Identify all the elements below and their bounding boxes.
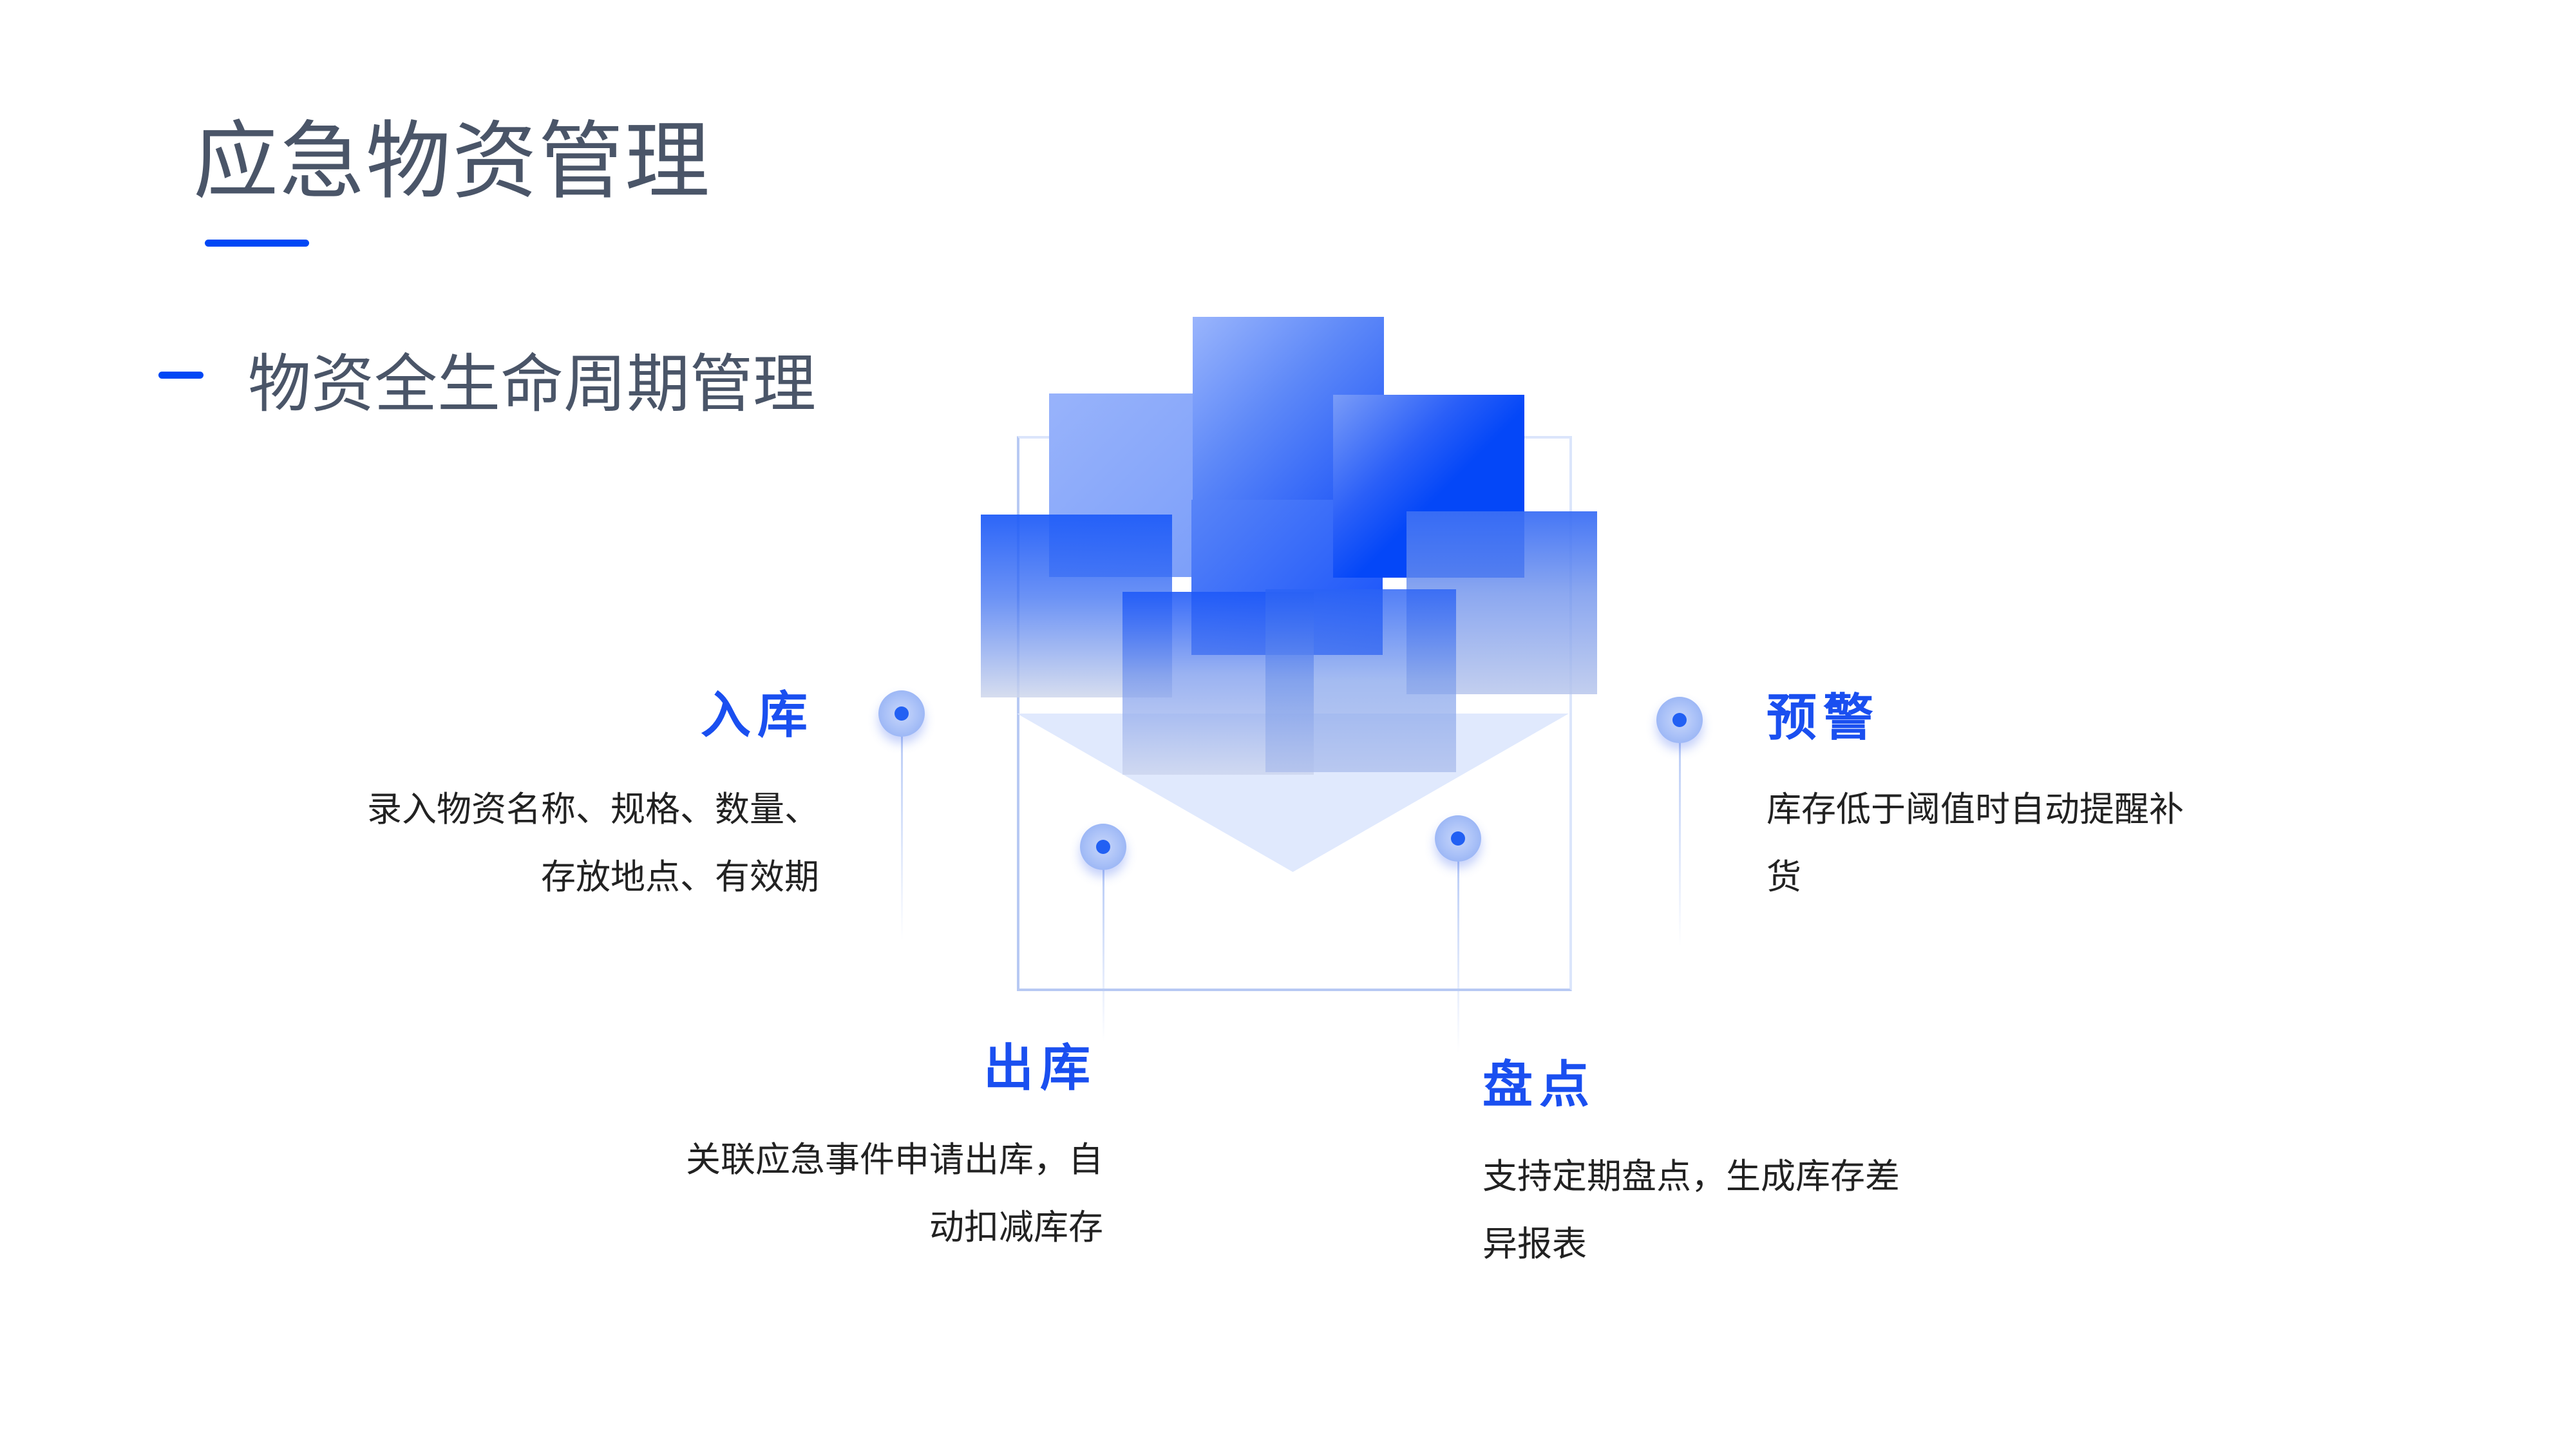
page-title: 应急物资管理 <box>193 112 711 211</box>
stage-inbound-title: 入库 <box>700 687 814 744</box>
description-line: 存放地点、有效期 <box>541 857 819 897</box>
connector-line-inbound <box>901 734 903 940</box>
stage-inventory-title: 盘点 <box>1482 1056 1596 1114</box>
connector-line-warning <box>1679 741 1681 947</box>
connector-line-inventory <box>1457 860 1459 1053</box>
node-dot-inbound-icon <box>878 690 925 737</box>
description-line: 异报表 <box>1482 1224 1587 1264</box>
illustration-block-bottom-right <box>1265 589 1456 772</box>
node-dot-warning-icon <box>1656 697 1703 743</box>
stage-warning-description: 库存低于阈值时自动提醒补 货 <box>1766 775 2184 911</box>
node-dot-outbound-icon <box>1080 824 1126 870</box>
connector-line-outbound <box>1103 868 1104 1042</box>
section-subtitle: 物资全生命周期管理 <box>248 348 817 421</box>
description-line: 录入物资名称、规格、数量、 <box>367 789 819 829</box>
title-underline <box>205 240 309 247</box>
stage-outbound-title: 出库 <box>983 1039 1097 1097</box>
description-line: 关联应急事件申请出库，自 <box>686 1139 1103 1180</box>
description-line: 库存低于阈值时自动提醒补 <box>1766 789 2184 829</box>
description-line: 货 <box>1766 857 1801 897</box>
stage-inventory-description: 支持定期盘点，生成库存差 异报表 <box>1482 1142 1900 1278</box>
bullet-dash-icon <box>158 372 204 379</box>
stage-warning-title: 预警 <box>1766 689 1880 747</box>
description-line: 动扣减库存 <box>929 1207 1103 1247</box>
description-line: 支持定期盘点，生成库存差 <box>1482 1156 1900 1197</box>
node-dot-inventory-icon <box>1435 815 1481 862</box>
stage-outbound-description: 关联应急事件申请出库，自 动扣减库存 <box>686 1126 1103 1261</box>
stage-inbound-description: 录入物资名称、规格、数量、 存放地点、有效期 <box>367 775 819 911</box>
